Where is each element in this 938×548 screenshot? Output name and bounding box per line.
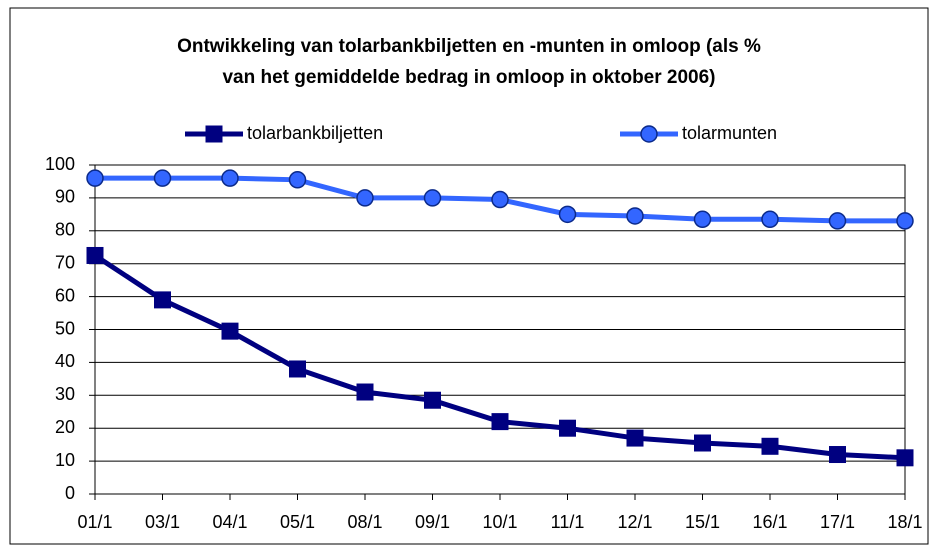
data-point <box>896 212 914 230</box>
data-point <box>491 413 509 431</box>
x-tick-label: 09/1 <box>415 512 450 532</box>
data-point <box>221 322 239 340</box>
data-point <box>761 210 779 229</box>
chart-title: Ontwikkeling van tolarbankbiljetten en -… <box>177 36 761 57</box>
data-point <box>289 360 306 378</box>
y-tick-label: 10 <box>55 450 75 470</box>
data-point <box>153 169 172 187</box>
legend-marker <box>640 125 658 143</box>
data-point <box>828 212 847 230</box>
legend-label: tolarmunten <box>682 123 777 143</box>
data-point <box>424 391 441 409</box>
y-tick-label: 30 <box>55 384 75 404</box>
x-tick-label: 03/1 <box>145 512 180 532</box>
data-point <box>761 437 779 455</box>
data-point <box>288 171 307 189</box>
data-point <box>86 169 104 187</box>
data-point <box>491 190 509 209</box>
y-tick-label: 40 <box>55 351 75 371</box>
x-tick-label: 12/1 <box>617 512 652 532</box>
data-point <box>693 210 712 229</box>
x-tick-label: 18/1 <box>887 512 922 532</box>
data-point <box>896 449 914 467</box>
y-tick-label: 60 <box>55 285 75 305</box>
x-tick-label: 01/1 <box>77 512 112 532</box>
chart-title: van het gemiddelde bedrag in omloop in o… <box>222 67 715 88</box>
data-point <box>559 419 576 437</box>
data-point <box>154 291 171 309</box>
x-tick-label: 11/1 <box>551 512 585 532</box>
legend-marker <box>205 125 223 143</box>
data-point <box>423 189 442 207</box>
x-tick-label: 04/1 <box>212 512 247 532</box>
y-tick-label: 50 <box>55 318 75 338</box>
data-point <box>829 446 846 464</box>
y-tick-label: 20 <box>55 417 75 437</box>
data-point <box>86 246 104 264</box>
data-point <box>356 383 374 401</box>
x-tick-label: 15/1 <box>685 512 720 532</box>
data-point <box>356 189 374 207</box>
data-point <box>221 169 239 187</box>
x-tick-label: 05/1 <box>280 512 315 532</box>
data-point <box>626 429 644 447</box>
y-tick-label: 80 <box>55 220 75 240</box>
legend-label: tolarbankbiljetten <box>247 123 383 143</box>
x-tick-label: 08/1 <box>347 512 382 532</box>
data-point <box>626 207 644 225</box>
x-tick-label: 10/1 <box>482 512 517 532</box>
data-point <box>558 205 577 224</box>
y-tick-label: 100 <box>45 154 75 174</box>
x-tick-label: 16/1 <box>752 512 787 532</box>
y-tick-label: 90 <box>55 187 75 207</box>
x-tick-label: 17/1 <box>820 512 855 532</box>
y-tick-label: 70 <box>55 252 75 272</box>
y-tick-label: 0 <box>65 483 75 503</box>
data-point <box>694 434 711 452</box>
